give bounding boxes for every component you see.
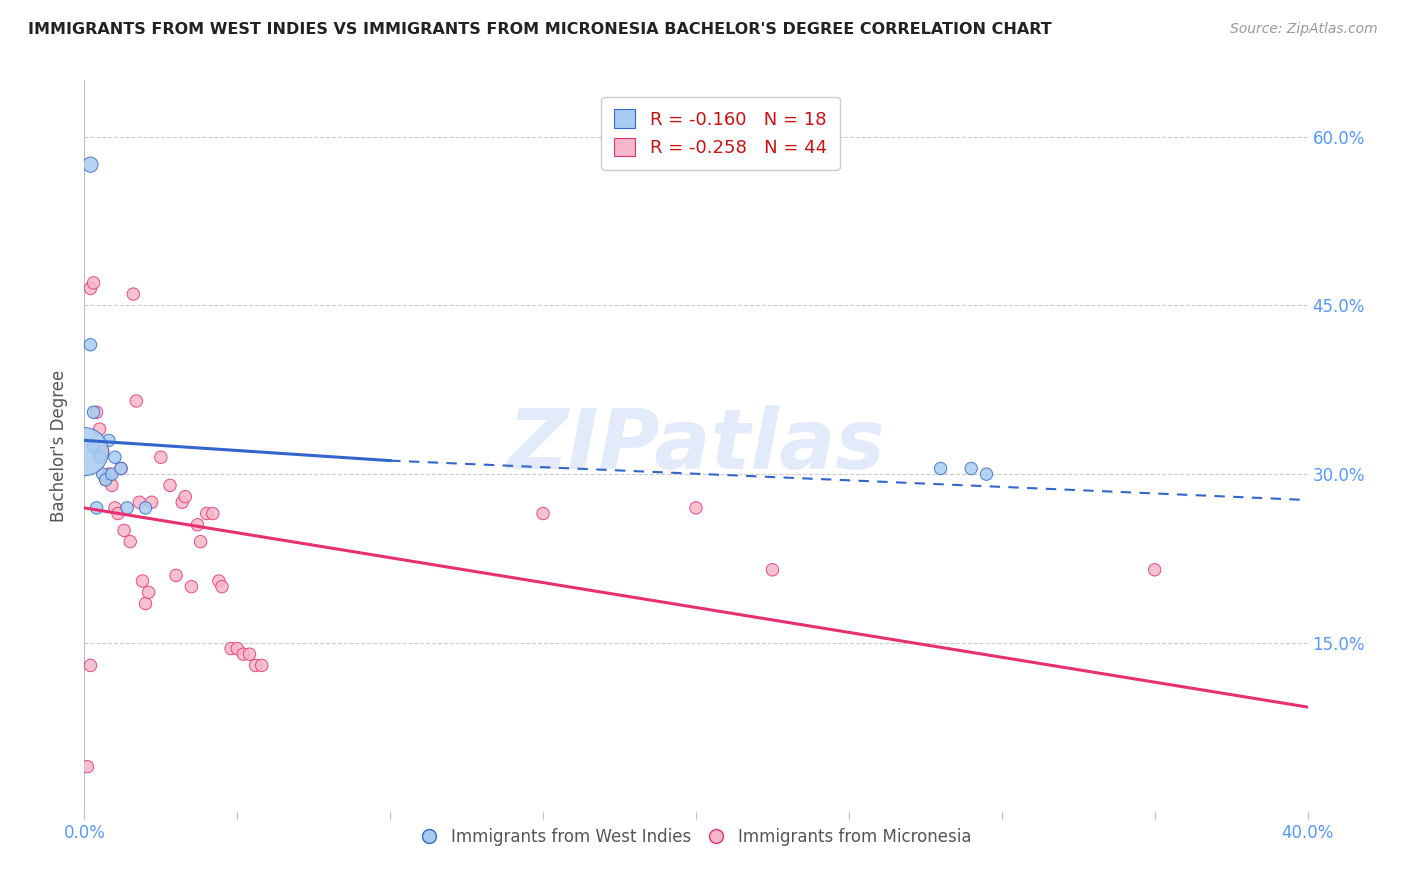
Point xyxy=(531,507,554,521)
Point xyxy=(165,568,187,582)
Point xyxy=(110,461,132,475)
Point xyxy=(120,534,142,549)
Legend: Immigrants from West Indies, Immigrants from Micronesia: Immigrants from West Indies, Immigrants … xyxy=(412,820,980,855)
Point xyxy=(89,450,111,465)
Point xyxy=(211,580,233,594)
Point xyxy=(1143,563,1166,577)
Point xyxy=(245,658,267,673)
Point xyxy=(83,439,105,453)
Point xyxy=(219,641,242,656)
Point xyxy=(685,500,707,515)
Point xyxy=(186,517,208,532)
Point xyxy=(104,500,127,515)
Point xyxy=(190,534,212,549)
Point xyxy=(232,647,254,661)
Point xyxy=(83,276,105,290)
Point xyxy=(208,574,231,588)
Point xyxy=(122,287,145,301)
Point xyxy=(138,585,160,599)
Point xyxy=(79,658,101,673)
Point xyxy=(79,337,101,351)
Point xyxy=(104,450,127,465)
Point xyxy=(135,500,157,515)
Point xyxy=(91,467,114,482)
Point xyxy=(110,461,132,475)
Point xyxy=(149,450,172,465)
Point xyxy=(94,473,117,487)
Point xyxy=(101,467,124,482)
Point xyxy=(89,422,111,436)
Point xyxy=(180,580,202,594)
Y-axis label: Bachelor's Degree: Bachelor's Degree xyxy=(51,370,69,522)
Point xyxy=(141,495,163,509)
Point xyxy=(172,495,194,509)
Point xyxy=(159,478,181,492)
Point xyxy=(125,394,148,409)
Text: IMMIGRANTS FROM WEST INDIES VS IMMIGRANTS FROM MICRONESIA BACHELOR'S DEGREE CORR: IMMIGRANTS FROM WEST INDIES VS IMMIGRANT… xyxy=(28,22,1052,37)
Point xyxy=(97,467,120,482)
Text: Source: ZipAtlas.com: Source: ZipAtlas.com xyxy=(1230,22,1378,37)
Point xyxy=(128,495,150,509)
Point xyxy=(83,405,105,419)
Point xyxy=(107,507,129,521)
Point xyxy=(112,524,135,538)
Point xyxy=(91,444,114,458)
Point xyxy=(929,461,952,475)
Point xyxy=(195,507,218,521)
Point xyxy=(86,405,108,419)
Point xyxy=(86,500,108,515)
Point xyxy=(761,563,783,577)
Point xyxy=(174,490,197,504)
Point xyxy=(97,434,120,448)
Point xyxy=(131,574,153,588)
Point xyxy=(201,507,224,521)
Text: ZIPatlas: ZIPatlas xyxy=(508,406,884,486)
Point xyxy=(79,281,101,295)
Point xyxy=(976,467,998,482)
Point xyxy=(101,478,124,492)
Point xyxy=(79,158,101,172)
Point xyxy=(73,444,96,458)
Point xyxy=(135,597,157,611)
Point xyxy=(250,658,273,673)
Point xyxy=(115,500,138,515)
Point xyxy=(94,473,117,487)
Point xyxy=(960,461,983,475)
Point xyxy=(226,641,249,656)
Point xyxy=(76,760,98,774)
Point xyxy=(238,647,260,661)
